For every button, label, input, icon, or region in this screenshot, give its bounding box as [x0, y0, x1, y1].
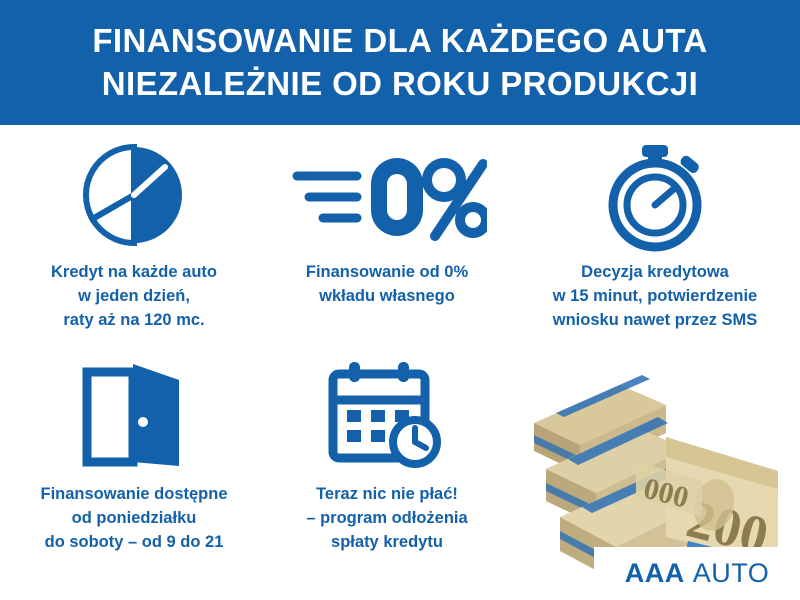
- feature-item-decision-time: Decyzja kredytowa w 15 minut, potwierdze…: [516, 135, 794, 333]
- zero-percent-icon: [287, 135, 487, 255]
- feature-item-deferred-payment: Teraz nic nie płać! – program odłożenia …: [263, 357, 511, 555]
- feature-caption: Finansowanie dostępne od poniedziałku do…: [40, 485, 228, 551]
- headline-line-1: FINANSOWANIE DLA KAŻDEGO AUTA: [92, 22, 708, 60]
- aaa-auto-logo: AAA AUTO: [594, 547, 800, 600]
- banknote-stacks-photo: 200 000 AAA AUTO: [516, 365, 800, 600]
- feature-caption: Kredyt na każde auto w jeden dzień, raty…: [51, 263, 217, 329]
- feature-caption: Teraz nic nie płać! – program odłożenia …: [306, 485, 468, 551]
- headline-line-2: NIEZALEŻNIE OD ROKU PRODUKCJI: [101, 64, 699, 102]
- pie-chart-icon: [73, 135, 195, 255]
- feature-grid: Kredyt na każde auto w jeden dzień, raty…: [0, 125, 800, 600]
- poster-header: FINANSOWANIE DLA KAŻDEGO AUTA NIEZALEŻNI…: [0, 0, 800, 125]
- calendar-clock-icon: [323, 357, 451, 477]
- feature-caption: Finansowanie od 0% wkładu własnego: [305, 263, 469, 305]
- feature-caption: Decyzja kredytowa w 15 minut, potwierdze…: [552, 263, 758, 329]
- open-door-icon: [75, 357, 193, 477]
- feature-item-zero-percent: Finansowanie od 0% wkładu własnego: [263, 135, 511, 309]
- stopwatch-icon: [594, 135, 716, 255]
- logo-text-bold: AAA: [624, 558, 685, 588]
- logo-text-thin: AUTO: [692, 558, 770, 588]
- logo-text: AAA AUTO: [625, 558, 770, 589]
- feature-item-availability: Finansowanie dostępne od poniedziałku do…: [10, 357, 258, 555]
- feature-item-credit: Kredyt na każde auto w jeden dzień, raty…: [10, 135, 258, 333]
